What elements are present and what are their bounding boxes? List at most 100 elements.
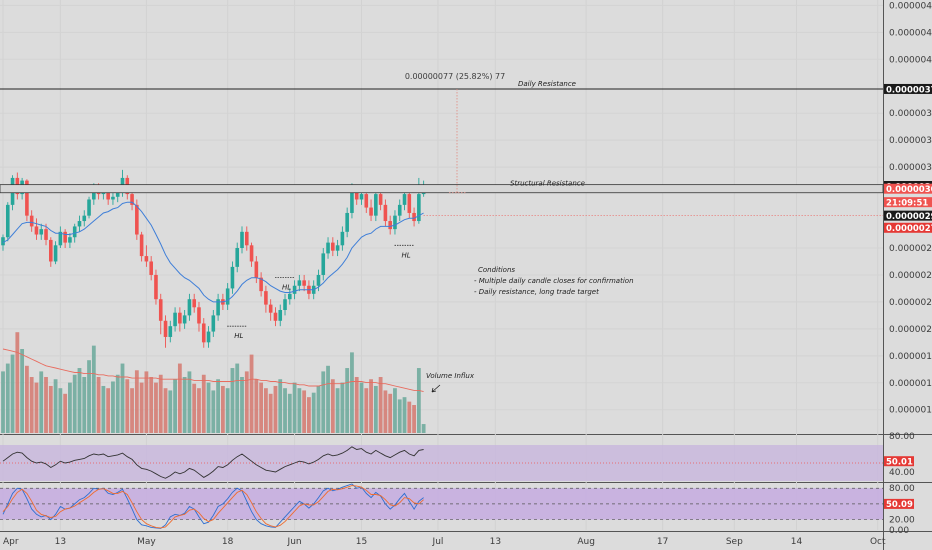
- candle-body[interactable]: [111, 196, 115, 200]
- time-tick-label: Jul: [432, 537, 444, 547]
- price-tick-label: 0.00000140: [889, 406, 932, 416]
- conditions-item: - Daily resistance, long trade target: [474, 288, 599, 296]
- candle-body[interactable]: [154, 274, 158, 300]
- candle-body[interactable]: [326, 242, 330, 254]
- candle-body[interactable]: [240, 231, 244, 248]
- candle-body[interactable]: [144, 256, 149, 262]
- candle-body[interactable]: [87, 199, 91, 216]
- volume-ma-line: [2, 348, 424, 393]
- candle-body[interactable]: [106, 188, 110, 200]
- candle-body[interactable]: [49, 239, 53, 262]
- candle-body[interactable]: [82, 215, 87, 222]
- candle-body[interactable]: [58, 231, 63, 246]
- price-tick-label: 0.00000440: [889, 1, 932, 11]
- candle-body[interactable]: [397, 204, 402, 216]
- candle-body[interactable]: [1, 237, 5, 246]
- time-tick-label: 15: [356, 537, 367, 547]
- candle-body[interactable]: [163, 320, 168, 337]
- candle-body[interactable]: [369, 207, 373, 216]
- candle-body[interactable]: [350, 188, 354, 213]
- volume-bar: [259, 382, 264, 433]
- candle-body[interactable]: [182, 315, 187, 324]
- candle-body[interactable]: [25, 180, 29, 216]
- candle-body[interactable]: [359, 194, 364, 200]
- candle-body[interactable]: [249, 245, 254, 262]
- candle-body[interactable]: [29, 215, 34, 227]
- candle-body[interactable]: [254, 261, 259, 278]
- volume-bar: [230, 368, 235, 433]
- candle-body[interactable]: [292, 285, 297, 294]
- candle-body[interactable]: [53, 245, 58, 262]
- candle-body[interactable]: [302, 280, 306, 286]
- candle-body[interactable]: [393, 215, 397, 230]
- candle-body[interactable]: [216, 299, 220, 316]
- candle-body[interactable]: [278, 310, 283, 321]
- candle-body[interactable]: [412, 212, 416, 222]
- candle-body[interactable]: [34, 226, 39, 235]
- candle-body[interactable]: [288, 293, 292, 300]
- candle-body[interactable]: [63, 231, 67, 243]
- candle-body[interactable]: [297, 280, 302, 286]
- candle-body[interactable]: [364, 194, 369, 208]
- candle-body[interactable]: [168, 326, 173, 337]
- candle-body[interactable]: [268, 304, 273, 313]
- candle-body[interactable]: [92, 188, 96, 200]
- candle-body[interactable]: [192, 299, 196, 308]
- candle-body[interactable]: [197, 307, 201, 324]
- candle-body[interactable]: [158, 299, 163, 321]
- conditions-title: Conditions: [478, 266, 515, 274]
- candle-body[interactable]: [388, 221, 392, 230]
- structural-resistance-zone[interactable]: [0, 184, 884, 194]
- candle-body[interactable]: [335, 245, 340, 251]
- candle-body[interactable]: [139, 234, 144, 257]
- volume-bar: [206, 382, 211, 433]
- indicator-panes: [0, 445, 883, 529]
- candle-body[interactable]: [331, 242, 335, 251]
- candle-body[interactable]: [178, 312, 182, 324]
- candle-body[interactable]: [235, 248, 240, 267]
- candle-body[interactable]: [354, 188, 359, 200]
- candle-body[interactable]: [201, 323, 206, 343]
- volume-bar: [220, 385, 225, 433]
- candle-body[interactable]: [264, 291, 268, 305]
- volume-bar: [268, 393, 273, 433]
- candle-body[interactable]: [130, 194, 134, 205]
- candle-body[interactable]: [135, 204, 139, 235]
- candle-body[interactable]: [173, 312, 177, 327]
- candle-body[interactable]: [206, 331, 211, 343]
- candle-body[interactable]: [345, 212, 349, 232]
- price-candles[interactable]: [1, 169, 426, 348]
- candle-body[interactable]: [402, 194, 407, 205]
- candle-body[interactable]: [244, 231, 249, 246]
- time-tick-label: Sep: [726, 537, 743, 547]
- candle-body[interactable]: [5, 204, 10, 238]
- candle-body[interactable]: [378, 194, 383, 205]
- candle-body[interactable]: [225, 288, 230, 305]
- candle-body[interactable]: [340, 231, 345, 246]
- candle-body[interactable]: [77, 221, 82, 227]
- candle-body[interactable]: [68, 237, 72, 243]
- candle-body[interactable]: [283, 299, 287, 310]
- candle-body[interactable]: [383, 204, 388, 222]
- volume-bar: [407, 401, 412, 433]
- volume-bar: [91, 345, 96, 433]
- candle-body[interactable]: [259, 277, 263, 292]
- price-tag-label: 0.00000278: [886, 224, 932, 234]
- drawing-overlays[interactable]: Structural Resistance Daily Resistance 0.0…: [0, 72, 884, 393]
- candle-body[interactable]: [187, 299, 192, 316]
- candle-body[interactable]: [316, 274, 321, 286]
- candle-body[interactable]: [211, 315, 216, 332]
- candle-body[interactable]: [321, 253, 326, 275]
- candle-body[interactable]: [407, 194, 412, 213]
- volume-bar: [58, 388, 63, 433]
- candle-body[interactable]: [149, 261, 153, 275]
- candle-body[interactable]: [273, 312, 278, 321]
- candle-body[interactable]: [72, 226, 77, 238]
- candle-body[interactable]: [374, 194, 378, 216]
- candle-body[interactable]: [115, 191, 120, 197]
- candle-body[interactable]: [44, 229, 48, 240]
- candle-body[interactable]: [39, 229, 44, 235]
- candle-body[interactable]: [230, 266, 235, 289]
- candle-body[interactable]: [417, 194, 421, 222]
